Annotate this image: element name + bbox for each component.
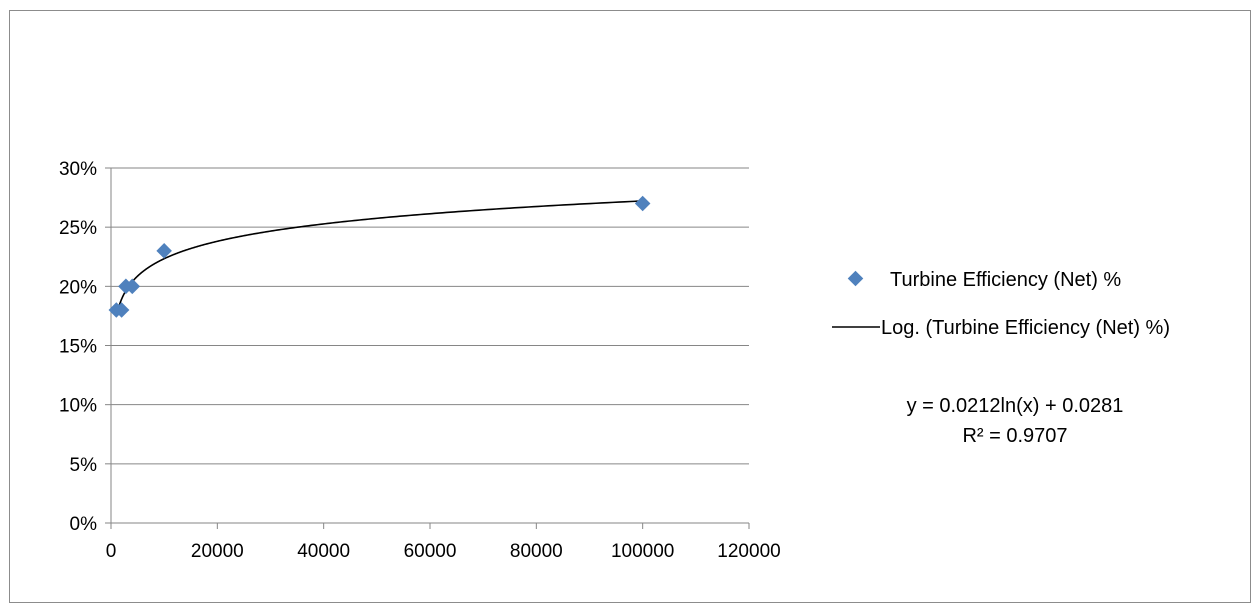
legend-marker-diamond [847,270,864,287]
data-point [634,195,651,212]
x-tick-label: 120000 [717,541,780,562]
y-tick-label: 25% [59,218,97,239]
y-tick-label: 30% [59,159,97,180]
x-tick-label: 20000 [191,541,244,562]
x-tick-labels: 0 20000 40000 60000 80000 100000 120000 [106,541,781,562]
y-tick-label: 20% [59,277,97,298]
trendline-equation: y = 0.0212ln(x) + 0.0281 [907,395,1124,417]
chart-area [9,10,1251,603]
x-tick-label: 100000 [611,541,674,562]
trendline-r-squared: R² = 0.9707 [962,425,1067,447]
y-tick-label: 15% [59,337,97,358]
x-tick-label: 40000 [297,541,350,562]
legend-trendline-label: Log. (Turbine Efficiency (Net) %) [881,317,1170,339]
y-tick-label: 0% [70,514,98,535]
y-tick-label: 10% [59,396,97,417]
y-tick-labels: 0% 5% 10% 15% 20% 25% 30% [59,159,97,535]
data-point [156,243,172,259]
data-points [108,195,651,318]
legend: Turbine Efficiency (Net) % Log. (Turbine… [832,269,1170,447]
y-tick-label: 5% [70,455,98,476]
axes [105,167,750,529]
legend-series-label: Turbine Efficiency (Net) % [890,269,1121,291]
x-tick-label: 60000 [404,541,457,562]
gridlines [111,167,749,465]
trendline [115,200,643,317]
x-tick-label: 0 [106,541,117,562]
x-tick-label: 80000 [510,541,563,562]
